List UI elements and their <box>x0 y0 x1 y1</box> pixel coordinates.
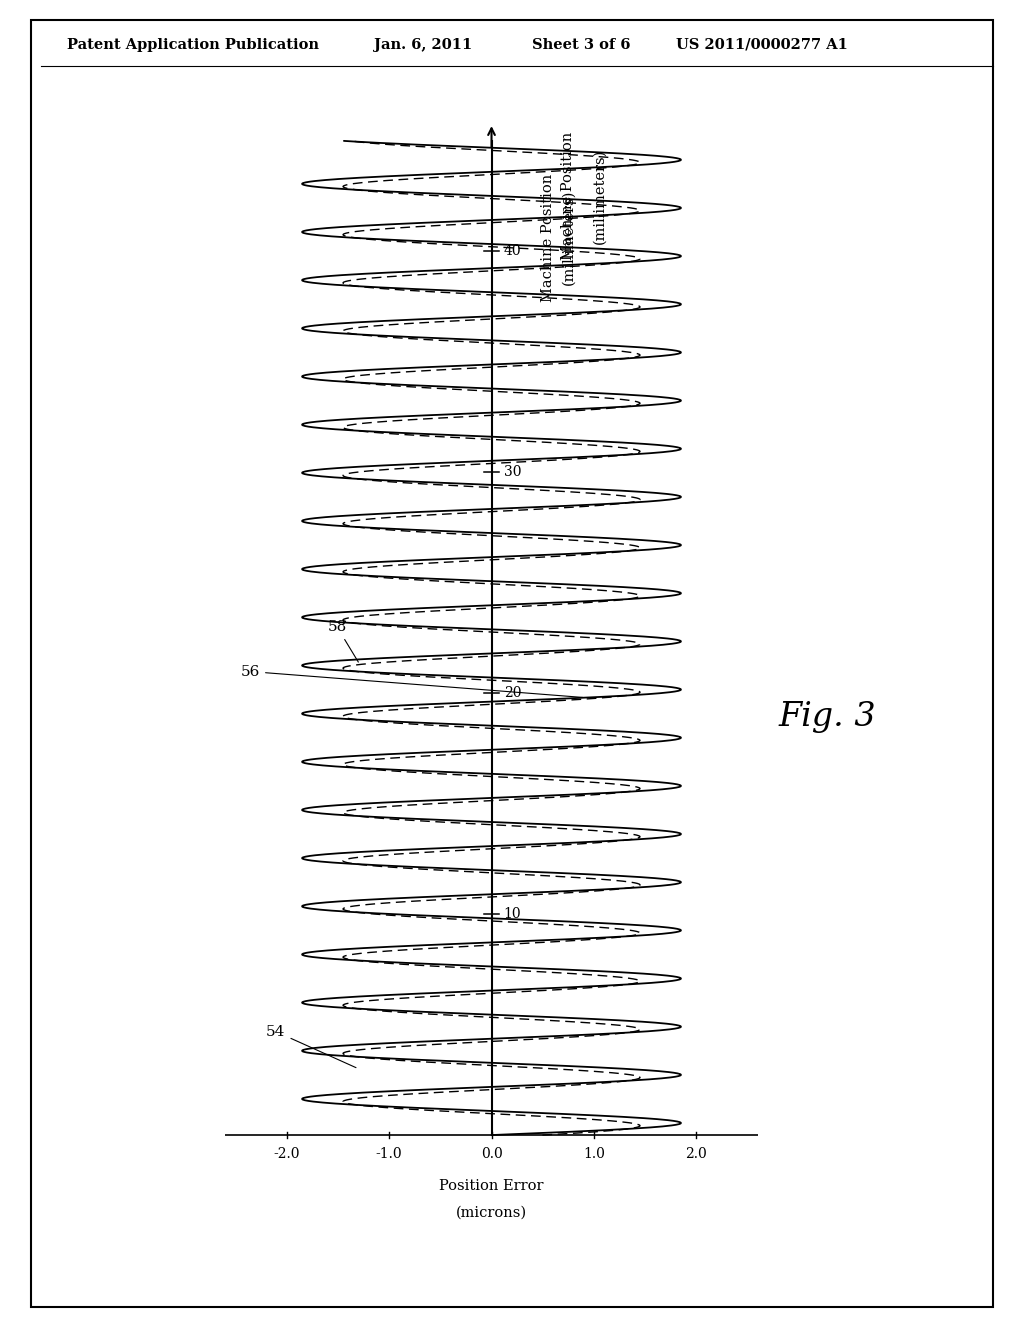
Text: Machine Position: Machine Position <box>541 173 555 302</box>
Text: -2.0: -2.0 <box>273 1147 300 1162</box>
Text: Machine Position: Machine Position <box>561 132 575 260</box>
Text: (millimeters): (millimeters) <box>561 190 575 285</box>
Text: 30: 30 <box>504 465 521 479</box>
Text: 10: 10 <box>504 907 521 921</box>
Text: 20: 20 <box>504 686 521 700</box>
Text: 58: 58 <box>328 620 358 663</box>
Text: 1.0: 1.0 <box>583 1147 605 1162</box>
Text: 40: 40 <box>504 244 521 259</box>
Text: Jan. 6, 2011: Jan. 6, 2011 <box>374 38 472 51</box>
Text: -1.0: -1.0 <box>376 1147 402 1162</box>
Text: Sheet 3 of 6: Sheet 3 of 6 <box>532 38 631 51</box>
Text: 0.0: 0.0 <box>480 1147 503 1162</box>
Text: 56: 56 <box>241 664 583 697</box>
Text: (millimeters): (millimeters) <box>592 148 606 244</box>
Text: US 2011/0000277 A1: US 2011/0000277 A1 <box>676 38 848 51</box>
Text: 54: 54 <box>266 1024 356 1068</box>
Text: Position Error: Position Error <box>439 1179 544 1193</box>
Text: 2.0: 2.0 <box>685 1147 708 1162</box>
Text: Patent Application Publication: Patent Application Publication <box>67 38 318 51</box>
Text: Fig. 3: Fig. 3 <box>778 701 876 733</box>
Text: (microns): (microns) <box>456 1205 527 1220</box>
